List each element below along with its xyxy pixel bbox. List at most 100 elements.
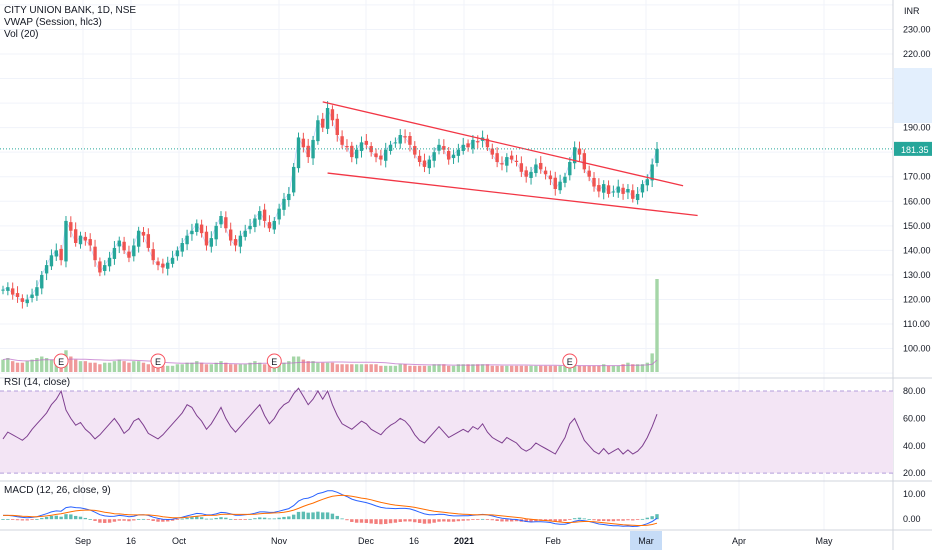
time-tick-label: Oct: [172, 536, 187, 546]
candle-body: [379, 155, 383, 160]
candle: [248, 218, 252, 234]
candle-body: [78, 235, 83, 245]
candle: [287, 187, 291, 207]
candle: [437, 138, 441, 155]
candle: [364, 134, 369, 149]
volume-bar: [539, 365, 543, 372]
volume-bar: [103, 362, 107, 372]
volume-bar: [616, 365, 620, 372]
price-axis[interactable]: 100.00 110.00 120.00 130.00 140.00 150.00 160.…: [0, 24, 932, 354]
macd-histogram-bar: [442, 519, 446, 522]
macd-histogram-bar: [214, 517, 218, 520]
earnings-letter: E: [58, 357, 64, 367]
candle-body: [417, 155, 422, 162]
volume-bar: [500, 365, 504, 372]
candle: [597, 178, 601, 198]
candle-body: [359, 142, 364, 151]
candle-body: [190, 230, 194, 235]
candles-layer: [1, 101, 659, 309]
candle: [146, 228, 151, 252]
rsi-tick-label: 60.00: [903, 413, 926, 423]
candle: [10, 282, 15, 300]
volume-bar: [248, 362, 252, 372]
macd-histogram-bar: [20, 519, 25, 521]
candle: [631, 184, 635, 203]
earnings-marker[interactable]: E: [266, 353, 282, 369]
volume-bar: [44, 358, 49, 372]
volume-bar: [490, 365, 494, 372]
candle-body: [301, 138, 306, 148]
macd-histogram-bar: [534, 519, 538, 522]
volume-bar: [219, 361, 223, 372]
macd-histogram-bar: [655, 514, 659, 520]
macd-histogram-bar: [1, 519, 5, 520]
macd-histogram-bar: [568, 519, 572, 520]
time-tick-label: Nov: [271, 536, 288, 546]
volume-bar: [282, 362, 286, 372]
volume-bar: [446, 365, 451, 372]
volume-bar: [127, 362, 131, 372]
trendlines[interactable]: [322, 101, 698, 217]
candle: [228, 222, 233, 246]
macd-histogram-bar: [175, 519, 180, 520]
volume-bar: [287, 361, 291, 372]
volume-bar: [325, 362, 330, 372]
macd-histogram-bar: [398, 519, 402, 522]
volume-bar: [146, 364, 151, 372]
candle-body: [49, 255, 54, 267]
volume-bar: [228, 364, 233, 372]
candle-body: [112, 247, 117, 259]
candle-body: [471, 139, 475, 149]
candle: [374, 148, 378, 163]
candle: [78, 231, 83, 249]
volume-bar: [524, 365, 528, 372]
candle: [354, 144, 359, 165]
vwap-legend: VWAP (Session, hlc3): [4, 17, 102, 28]
volume-bar: [388, 365, 393, 372]
candle: [151, 242, 155, 265]
candle: [98, 257, 102, 277]
macd-histogram-bar: [258, 517, 262, 520]
candle: [20, 294, 25, 309]
volume-bar: [534, 365, 538, 372]
candle: [6, 282, 10, 296]
volume-bar: [442, 364, 446, 372]
candle-body: [495, 153, 499, 162]
macd-histogram-bar: [10, 519, 15, 520]
volume-bar: [69, 356, 73, 372]
volume-bar: [136, 361, 141, 372]
candle: [611, 185, 616, 197]
candle: [398, 129, 402, 149]
time-axis[interactable]: Sep 16 Oct Nov Dec 16 2021 Feb Mar Apr May: [75, 531, 833, 550]
earnings-marker[interactable]: E: [150, 353, 166, 369]
earnings-marker[interactable]: E: [562, 353, 578, 369]
price-tick-label: 110.00: [903, 319, 930, 329]
macd-histogram-bar: [132, 519, 136, 521]
volume-bar: [224, 362, 228, 372]
volume-bar: [602, 364, 606, 372]
volume-bar: [437, 364, 441, 372]
volume-bar: [485, 364, 490, 372]
rsi-tick-label: 40.00: [903, 441, 926, 451]
candle-body: [1, 289, 5, 291]
macd-histogram-bar: [180, 518, 184, 520]
candle: [471, 135, 475, 154]
volume-bar: [40, 356, 44, 372]
earnings-marker[interactable]: E: [53, 353, 69, 369]
volume-bar: [156, 365, 160, 372]
candle: [495, 147, 499, 168]
candle: [384, 142, 388, 168]
candle: [180, 238, 184, 257]
candle: [103, 260, 107, 276]
volume-bar: [655, 279, 659, 372]
candle: [267, 215, 272, 232]
candle: [548, 170, 553, 186]
candle-body: [374, 153, 378, 158]
macd-histogram-bar: [388, 519, 393, 524]
volume-bar: [626, 362, 630, 372]
candle-body: [548, 175, 553, 180]
volume-bar: [563, 365, 567, 372]
